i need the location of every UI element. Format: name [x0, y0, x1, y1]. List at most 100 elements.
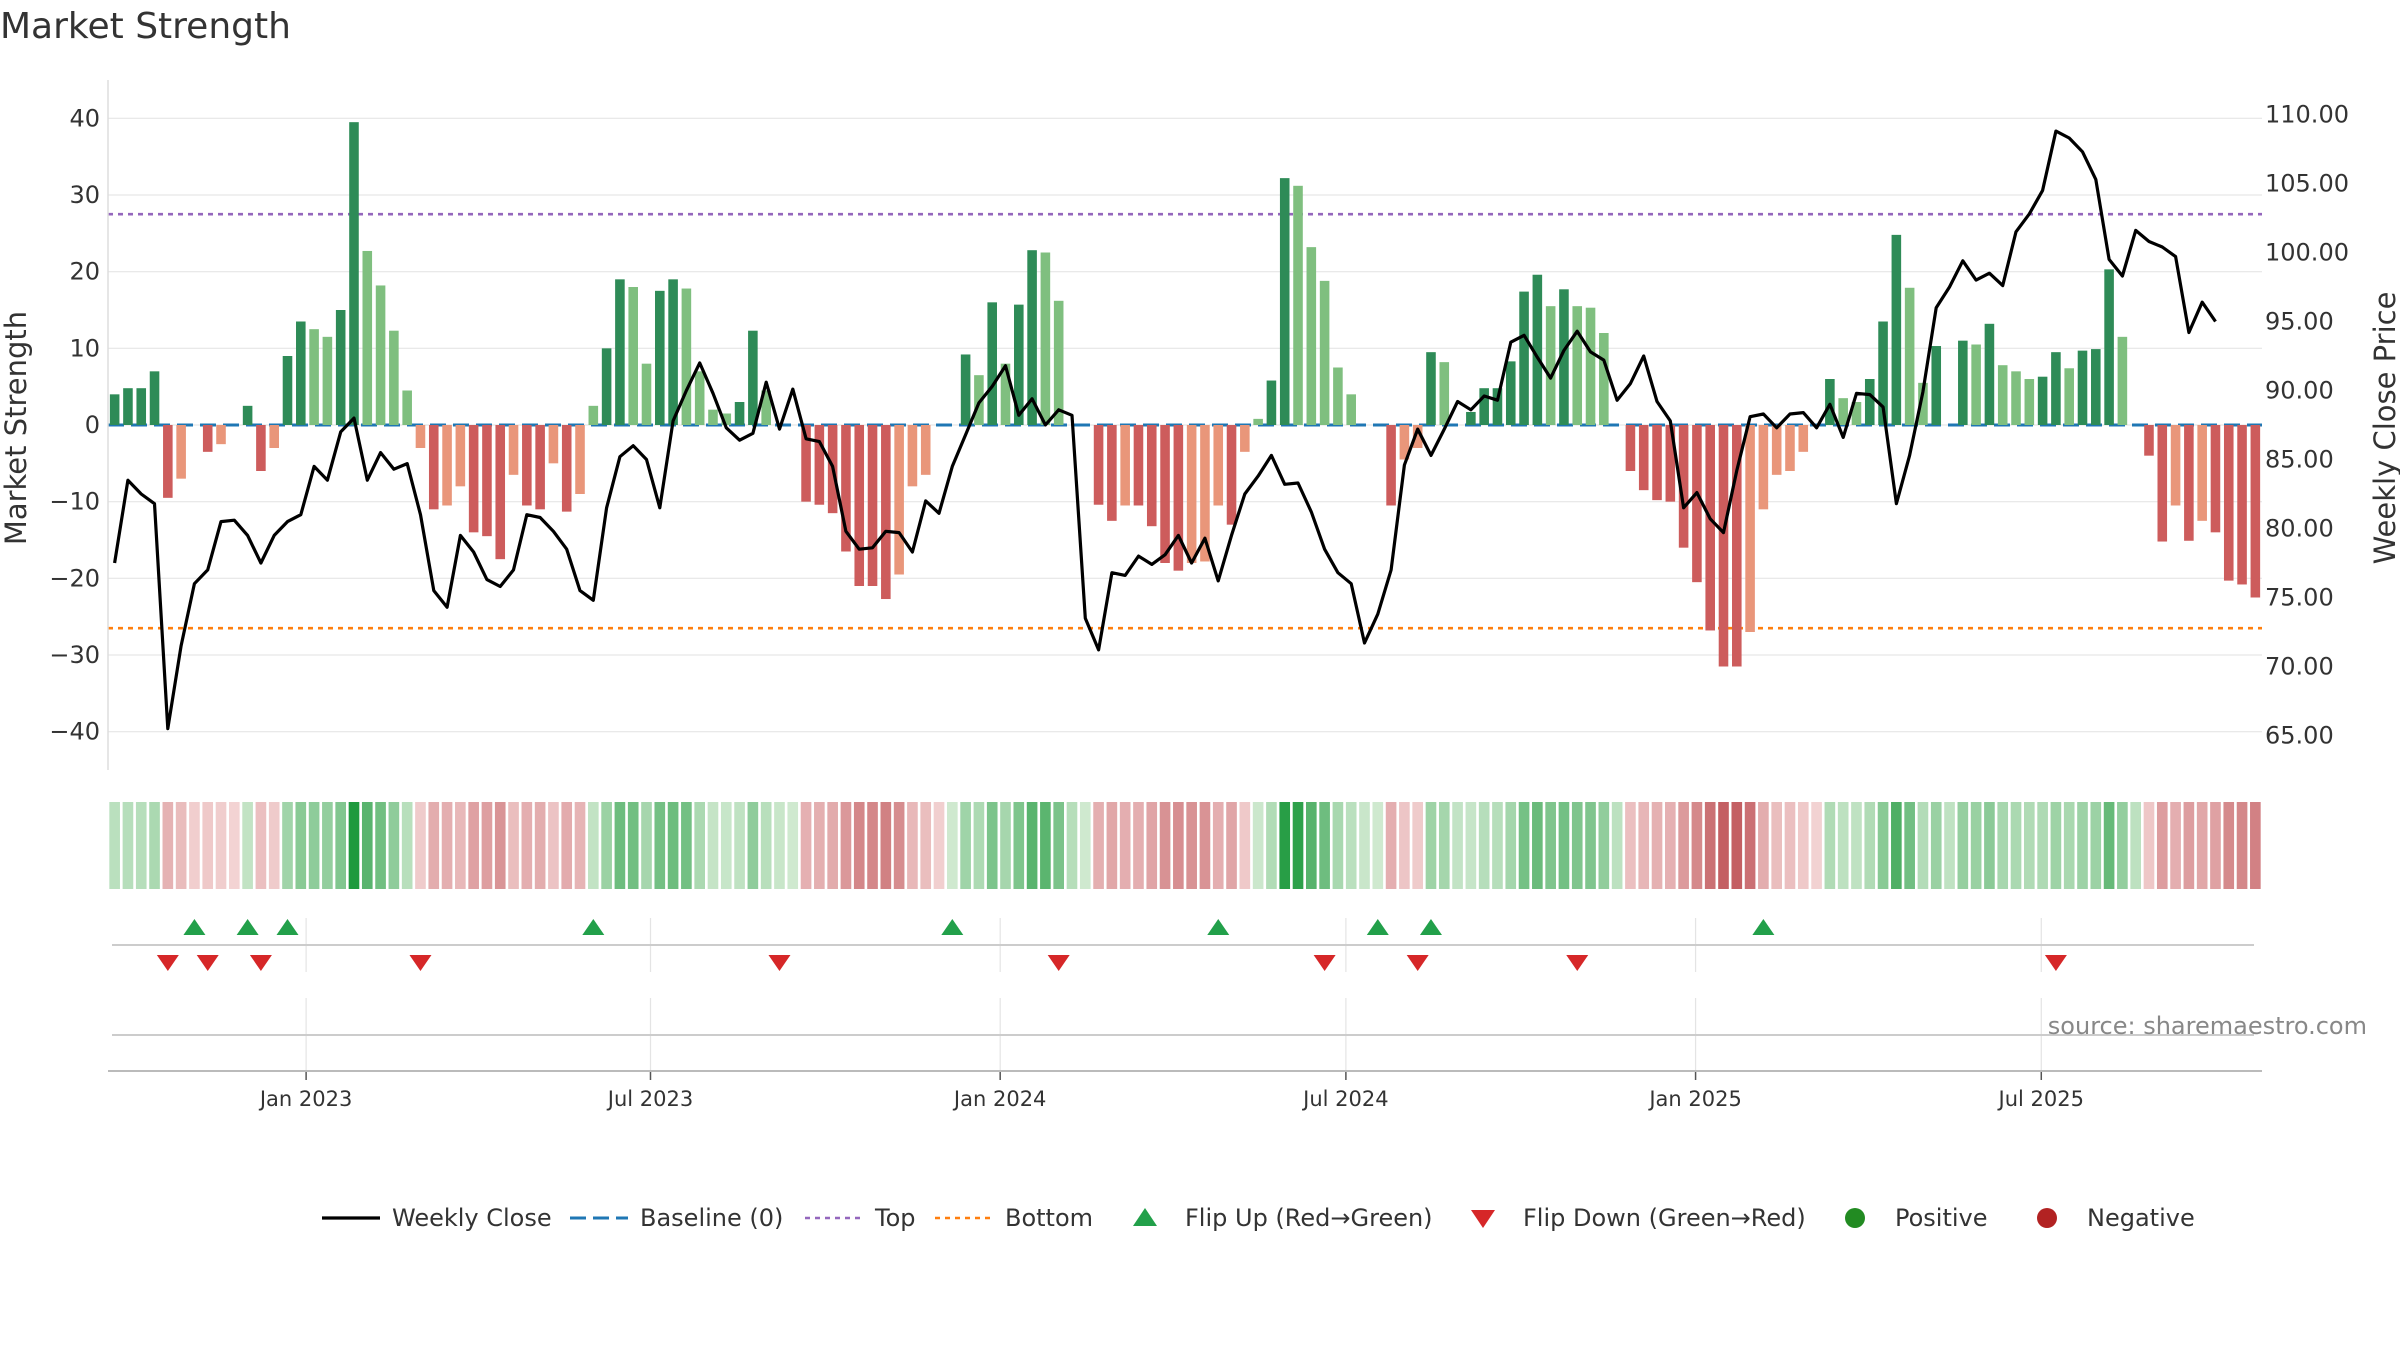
legend-label-top: Top [874, 1204, 916, 1232]
flip-down-marker [1406, 955, 1429, 971]
heat-cell [853, 802, 865, 889]
strength-bar [668, 279, 678, 425]
strength-bar [854, 425, 865, 586]
strength-bar [694, 371, 705, 425]
flip-up-marker [1752, 919, 1775, 935]
flip-up-marker [1366, 919, 1389, 935]
heat-cell [1811, 802, 1822, 889]
strength-bar [1545, 306, 1556, 425]
heat-cell [508, 802, 519, 889]
strength-bar [2250, 425, 2261, 598]
heat-cell [282, 802, 293, 889]
legend-swatch-flip-down [1471, 1210, 1495, 1228]
heat-cell [1744, 802, 1756, 889]
heat-cell [587, 802, 599, 889]
heat-cell [1771, 802, 1783, 889]
legend-label-positive: Positive [1895, 1204, 1988, 1232]
strength-bar [1492, 388, 1503, 425]
heat-cell [2117, 802, 2128, 889]
heat-cell [1159, 802, 1171, 889]
heat-cell [189, 802, 200, 889]
heat-cell [1545, 802, 1556, 889]
axes: 40 30 20 10 0 −10 −20 −30 −40 110.00 105.00 100.00 9… [49, 80, 2349, 770]
strength-bar [907, 425, 918, 487]
strength-bar [535, 425, 545, 510]
heat-cell [455, 802, 466, 889]
legend-label-weekly-close: Weekly Close [392, 1204, 552, 1232]
strength-bar [1652, 425, 1662, 501]
heat-cell [787, 802, 799, 889]
strength-bar [761, 390, 771, 425]
heat-cell [1412, 802, 1424, 889]
y-tick-right: 105.00 [2265, 170, 2349, 198]
strength-bar [389, 330, 399, 425]
heat-cell [415, 802, 426, 889]
weekly-close-line [113, 129, 2217, 731]
flip-down-marker [1313, 955, 1336, 971]
heat-cell [361, 802, 373, 889]
heat-cell [1478, 802, 1490, 889]
heat-cell [1465, 802, 1477, 889]
legend-label-bottom: Bottom [1005, 1204, 1093, 1232]
strength-bar [2223, 425, 2234, 581]
strength-bar [1732, 425, 1742, 667]
strength-bar [1864, 379, 1875, 425]
x-tick-label: Jan 2023 [258, 1087, 353, 1111]
strength-bar [561, 425, 572, 512]
strength-bar [2210, 425, 2221, 533]
heat-cell [2103, 802, 2115, 889]
heat-cell [175, 802, 187, 889]
heat-cell [1292, 802, 1304, 889]
heat-cell [1532, 802, 1543, 889]
heat-cell [1119, 802, 1131, 889]
heat-cell [1944, 802, 1955, 889]
y-tick-left: −20 [49, 564, 100, 592]
strength-bar [1107, 425, 1117, 521]
heat-cell [2037, 802, 2048, 889]
strength-bar [2077, 350, 2088, 425]
heat-cell [255, 802, 267, 889]
heat-cell [1598, 802, 1610, 889]
heat-cell [1332, 802, 1344, 889]
heat-cell [1173, 802, 1184, 889]
strength-bar [1984, 323, 1995, 425]
flip-up-marker [582, 919, 605, 935]
x-tick-label: Jul 2024 [1301, 1087, 1388, 1111]
y-tick-left: −30 [49, 641, 100, 669]
strength-bar [296, 321, 306, 425]
heat-cell [893, 802, 905, 889]
heat-cell [1425, 802, 1437, 889]
strength-bar [1851, 402, 1862, 425]
strength-bar [1878, 321, 1888, 425]
heat-cell [1904, 802, 1915, 889]
flip-up-marker [941, 919, 964, 935]
heat-cell [1013, 802, 1025, 889]
heat-cell [1917, 802, 1929, 889]
strength-bar [322, 336, 333, 425]
strength-bar [1958, 340, 1968, 425]
strength-bar [1093, 425, 1104, 505]
heat-cell [242, 802, 253, 889]
heat-cell [1199, 802, 1211, 889]
heat-cell [1492, 802, 1503, 889]
strength-bar [282, 356, 293, 425]
strength-bar [349, 122, 359, 426]
heat-cell [1133, 802, 1144, 889]
y-axis-label-right: Weekly Close Price [2368, 292, 2400, 565]
strength-bar [1027, 250, 1037, 425]
heat-cell [1079, 802, 1091, 889]
y-axis-label-left: Market Strength [0, 311, 33, 545]
heat-cell [667, 802, 679, 889]
heat-cell [1252, 802, 1264, 889]
strength-bar [335, 310, 346, 425]
strength-bar [1891, 234, 1902, 425]
heat-cell [800, 802, 812, 889]
heat-cell [1611, 802, 1623, 889]
heat-cell [1399, 802, 1410, 889]
strength-bar [708, 409, 718, 425]
heat-cell [1558, 802, 1570, 889]
strength-bar [2170, 425, 2181, 506]
heat-cell [1093, 802, 1104, 889]
strength-bar [1053, 300, 1064, 425]
heat-cell [481, 802, 493, 889]
